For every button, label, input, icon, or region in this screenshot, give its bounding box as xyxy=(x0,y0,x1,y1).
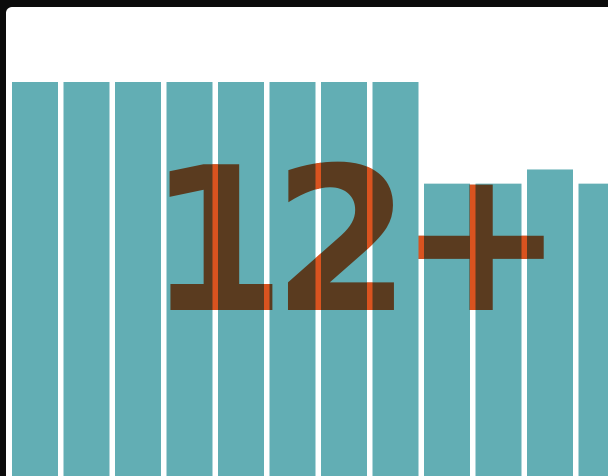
bar xyxy=(578,183,608,476)
bar xyxy=(269,82,316,476)
bar xyxy=(475,183,522,476)
bar xyxy=(63,82,110,476)
graphic-panel: 12+ 12+ xyxy=(6,7,608,476)
bar xyxy=(218,82,264,476)
bar xyxy=(372,82,419,476)
bar xyxy=(166,82,213,476)
bar-graphic: 12+ 12+ xyxy=(12,82,608,476)
bar xyxy=(424,183,470,476)
bar xyxy=(12,82,58,476)
bar xyxy=(115,82,161,476)
bars-group xyxy=(12,82,608,476)
bar xyxy=(321,82,367,476)
headline-text: 12+ xyxy=(147,125,551,358)
bar xyxy=(527,169,573,476)
